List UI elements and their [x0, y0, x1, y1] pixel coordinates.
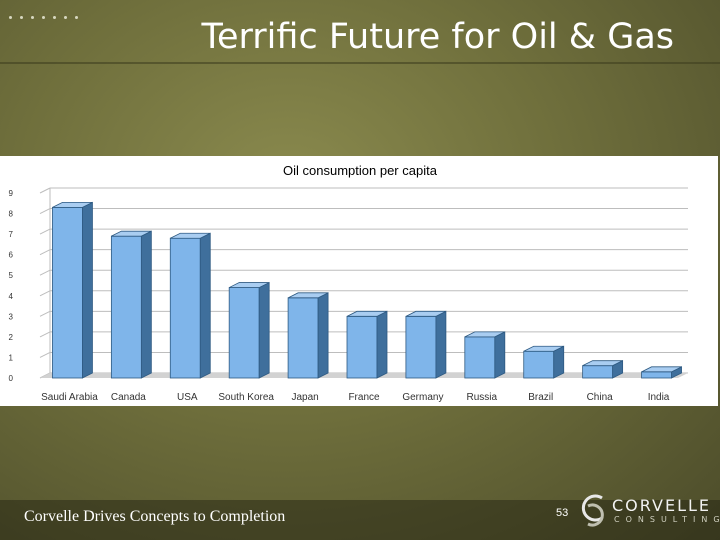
y-tick-label: 6 [9, 251, 14, 260]
bar-side [258, 281, 270, 379]
bar [464, 331, 506, 379]
bar-side [435, 310, 447, 379]
y-tick-label: 3 [9, 312, 14, 321]
footer-tagline: Corvelle Drives Concepts to Completion [24, 508, 286, 525]
bar-front [169, 237, 201, 379]
bar-top [287, 292, 329, 299]
gridline-diagonal [39, 269, 51, 276]
bar [582, 360, 624, 379]
bar-front [346, 315, 378, 379]
logo-subtitle: CONSULTING [614, 515, 720, 524]
bar-front [287, 297, 319, 379]
y-tick-label: 8 [9, 210, 14, 219]
x-tick-label: USA [177, 392, 198, 403]
x-tick-label: Japan [291, 392, 318, 403]
bar [346, 310, 388, 379]
logo-wordmark: CORVELLE [612, 496, 711, 515]
y-tick-label: 9 [9, 189, 14, 198]
bar-top [523, 345, 564, 352]
x-tick-label: South Korea [218, 392, 274, 403]
bar [110, 230, 152, 379]
gridline-diagonal [39, 290, 51, 297]
bar-side [494, 331, 506, 379]
y-tick-label: 4 [9, 292, 14, 301]
bar-front [464, 336, 496, 379]
bar [52, 201, 93, 379]
bar [641, 366, 682, 379]
bar-side [376, 310, 388, 379]
bar [287, 292, 329, 379]
bar-front [582, 365, 614, 379]
bar-side [317, 292, 329, 379]
bar [523, 345, 565, 379]
x-tick-label: China [587, 392, 614, 403]
page-number: 53 [556, 507, 569, 519]
corvelle-logo-icon [581, 494, 604, 527]
bar-side [140, 230, 152, 379]
slide-title: Terrific Future for Oil & Gas [201, 17, 674, 57]
x-tick-label: Germany [402, 392, 443, 403]
bar-top [464, 331, 505, 338]
x-tick-label: India [648, 392, 670, 403]
bar-side [553, 345, 565, 379]
gridline-diagonal [39, 228, 51, 235]
gridline-diagonal [39, 351, 51, 358]
bar [228, 281, 270, 379]
y-tick-label: 5 [9, 271, 14, 280]
x-tick-label: Brazil [528, 392, 553, 403]
bar-front [228, 287, 260, 379]
bar-top [405, 310, 447, 317]
y-tick-label: 7 [9, 230, 14, 239]
bar-chart: 0 1 2 3 4 5 6 7 8 9 Saudi Arabia Canada USA South Ko… [9, 163, 688, 403]
bar-top [170, 232, 211, 239]
x-tick-label: Russia [467, 392, 498, 403]
bar-top [52, 201, 93, 208]
bar-side [82, 201, 93, 379]
bar-front [52, 206, 83, 379]
y-tick-label: 1 [9, 353, 14, 362]
bar-top [111, 230, 152, 237]
y-tick-label: 0 [9, 374, 14, 383]
title-dots-decoration [9, 4, 99, 19]
gridline-diagonal [39, 249, 51, 256]
bar-top [582, 360, 623, 367]
bar [405, 310, 447, 379]
gridline-diagonal [39, 310, 51, 317]
bar-top [641, 366, 682, 373]
gridline-diagonal [39, 331, 51, 338]
bar-front [405, 315, 437, 379]
x-tick-label: France [348, 392, 380, 403]
x-tick-labels: Saudi Arabia Canada USA South Korea Japan Fra… [41, 392, 670, 403]
gridline-diagonal [39, 208, 51, 215]
bar [169, 232, 211, 379]
bar-side [199, 232, 211, 379]
bar-front [641, 371, 672, 379]
x-tick-label: Saudi Arabia [41, 392, 98, 403]
y-tick-labels: 0 1 2 3 4 5 6 7 8 9 [9, 189, 14, 383]
bar-top [229, 282, 270, 288]
gridlines [39, 187, 688, 379]
bar-top [346, 310, 388, 317]
chart-title: Oil consumption per capita [283, 163, 438, 178]
title-divider [0, 62, 720, 64]
x-tick-label: Canada [111, 392, 146, 403]
bars [52, 201, 682, 379]
chart-panel: 0 1 2 3 4 5 6 7 8 9 Saudi Arabia Canada USA South Ko… [0, 156, 718, 406]
y-tick-label: 2 [9, 333, 14, 342]
gridline-diagonal [39, 187, 51, 194]
bar-front [523, 350, 555, 379]
bar-front [110, 235, 142, 379]
